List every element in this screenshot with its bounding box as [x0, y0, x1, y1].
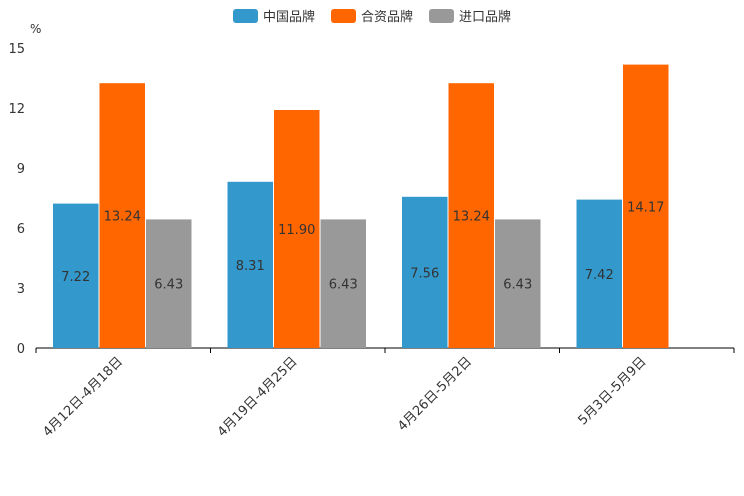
bar-data-label: 11.90	[278, 223, 315, 238]
bar-import	[495, 219, 541, 348]
y-tick-label: 15	[8, 42, 25, 57]
bar-jv	[623, 64, 669, 348]
y-tick-label: 0	[17, 342, 25, 357]
legend-swatch-import	[429, 8, 454, 23]
x-tick-label: 4月26日-5月2日	[395, 354, 475, 434]
bar-data-label: 7.56	[410, 266, 439, 281]
legend-swatch-jv	[330, 8, 356, 23]
y-tick-label: 6	[17, 222, 25, 237]
legend-item-china[interactable]: 中国品牌	[232, 6, 315, 25]
bar-data-label: 7.42	[585, 268, 614, 283]
bar-jv	[274, 110, 320, 348]
bar-china	[576, 199, 622, 348]
bar-data-label: 7.22	[61, 270, 90, 285]
legend-swatch-china	[232, 8, 258, 23]
bar-jv	[99, 83, 145, 348]
bar-jv	[448, 83, 494, 348]
bar-data-label: 13.24	[104, 210, 141, 225]
y-tick-label: 3	[17, 282, 25, 297]
bar-data-label: 13.24	[453, 210, 490, 225]
bar-data-label: 14.17	[627, 200, 664, 215]
bar-data-label: 6.43	[154, 278, 183, 293]
bar-china	[227, 181, 273, 348]
y-axis-unit: %	[30, 22, 42, 36]
legend-label-import: 进口品牌	[459, 10, 512, 25]
bar-china	[53, 203, 99, 348]
bar-china	[402, 196, 448, 348]
bar-import	[146, 219, 192, 348]
legend: 中国品牌 合资品牌 进口品牌	[0, 6, 744, 25]
legend-item-import[interactable]: 进口品牌	[429, 6, 511, 25]
x-tick-label: 4月19日-4月25日	[215, 354, 301, 440]
x-tick-label: 4月12日-4月18日	[40, 354, 126, 440]
legend-label-jv: 合资品牌	[360, 10, 413, 25]
x-tick-label: 5月3日-5月9日	[575, 354, 649, 428]
bar-import	[320, 219, 366, 348]
y-tick-label: 9	[17, 162, 25, 177]
bar-data-label: 8.31	[236, 259, 265, 274]
legend-label-china: 中国品牌	[262, 10, 315, 25]
bar-data-label: 6.43	[329, 278, 358, 293]
bar-data-label: 6.43	[503, 278, 532, 293]
y-tick-label: 12	[8, 102, 25, 117]
legend-item-jv[interactable]: 合资品牌	[330, 6, 413, 25]
